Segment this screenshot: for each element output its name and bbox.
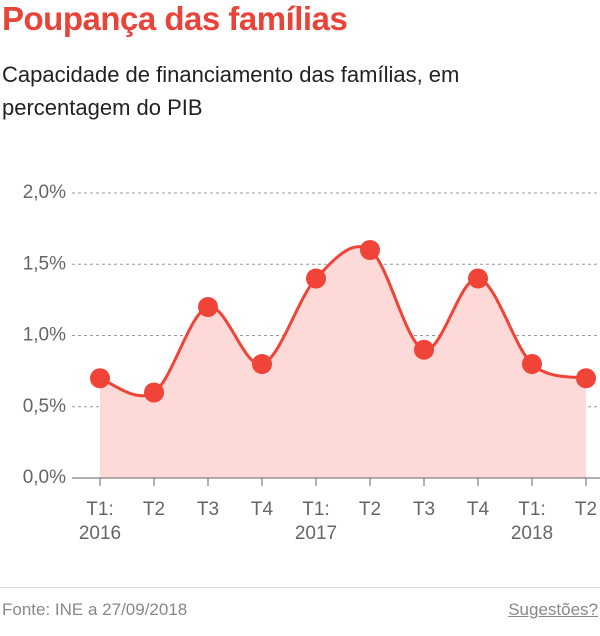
y-tick-label: 2,0% [23, 182, 66, 203]
x-tick-label: T4 [250, 499, 274, 520]
x-tick-label: T1: 2017 [294, 499, 338, 544]
source: Fonte: INE a 27/09/2018 [2, 600, 188, 619]
title: Poupança das famílias [2, 0, 348, 37]
subtitle: Capacidade de financiamento das famílias… [2, 62, 460, 120]
point [306, 268, 326, 289]
suggestions-link[interactable]: Sugestões? [508, 600, 598, 619]
x-tick-label: T1: 2018 [510, 499, 554, 544]
x-tick-label: T3 [196, 499, 220, 520]
point [252, 354, 272, 374]
point [522, 354, 542, 374]
x-tick-label: T2 [358, 499, 382, 520]
x-tick-label: T2 [574, 499, 598, 520]
x-tick-label: T3 [412, 499, 436, 520]
point [90, 368, 110, 389]
divider [0, 587, 600, 588]
y-tick-label: 1,0% [23, 325, 66, 346]
point [198, 297, 218, 317]
line [99, 245, 587, 398]
area [100, 246, 586, 478]
x-tick-label: T2 [142, 499, 166, 520]
point [468, 268, 488, 289]
y-tick-label: 1,5% [23, 253, 66, 274]
point [414, 339, 434, 360]
y-tick-label: 0,0% [23, 467, 66, 488]
point [576, 368, 596, 389]
x-tick-label: T4 [466, 499, 490, 520]
point [144, 382, 164, 403]
y-tick-label: 0,5% [23, 396, 66, 417]
point [360, 240, 380, 260]
x-tick-label: T1: 2016 [78, 499, 122, 544]
